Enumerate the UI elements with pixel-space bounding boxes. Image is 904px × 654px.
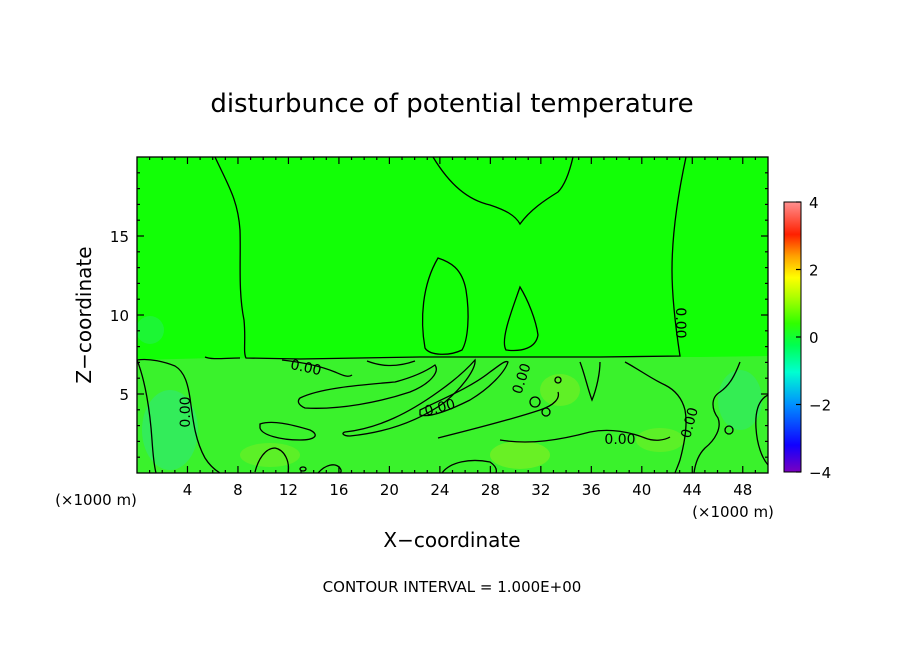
contour-line [342,358,476,437]
contour-line [529,396,541,408]
contour-line [624,361,687,473]
contour-line [503,285,539,352]
contour-interval-note: CONTOUR INTERVAL = 1.000E+00 [323,578,582,596]
x-tick-label: 12 [279,481,298,499]
x-unit-left: (×1000 m) [55,491,137,509]
x-tick-label: 28 [481,481,500,499]
field-warm-patch [240,443,300,467]
x-tick-label: 8 [233,481,243,499]
x-tick-label: 36 [582,481,601,499]
contour-line [499,429,671,443]
y-axis: 5 10 15 [110,172,768,458]
y-axis-label: Z−coordinate [72,246,96,383]
x-tick-label: 4 [183,481,193,499]
contour-line [432,157,574,226]
contour-lines [137,157,768,473]
contour-line [419,360,509,417]
y-tick-label: 5 [119,386,129,404]
x-tick-label: 48 [733,481,752,499]
contour-line [421,257,469,355]
contour-label: 0.00 [289,357,323,379]
contour-line [724,425,734,435]
x-tick-label: 32 [531,481,550,499]
contour-line [259,421,316,441]
field-warm-patch [540,374,580,406]
colorbar-tick-label: 2 [809,262,819,280]
colorbar-tick-label: −4 [809,464,831,482]
contour-line [317,464,342,473]
x-tick-label: 16 [329,481,348,499]
contour-line [441,459,497,473]
field-cool-patch [718,370,762,430]
field-cool-patch [137,316,164,344]
contour-line [204,356,241,360]
contour-line [693,361,741,473]
x-tick-label: 20 [380,481,399,499]
contour-line [254,447,290,473]
contour-label: 0.00 [672,307,688,338]
contour-label: 0.00 [604,432,635,448]
x-axis-label: X−coordinate [383,528,520,552]
contour-line [554,376,562,384]
field-warm-patch [490,441,550,469]
contour-line [137,359,157,473]
colorbar-ticks: 4 2 0 −2 −4 [796,194,831,482]
colorbar-tick-label: 0 [809,329,819,347]
contour-line [214,157,687,360]
y-tick-label: 15 [110,228,129,246]
x-tick-label: 44 [683,481,702,499]
colorbar-tick-label: −2 [809,397,831,415]
colorbar-tick-label: 4 [809,194,819,212]
contour-line [541,407,551,417]
contour-line [137,358,221,473]
y-tick-label: 10 [110,307,129,325]
colorbar: 4 2 0 −2 −4 [783,194,831,482]
contour-line [755,394,768,466]
contour-line [366,360,416,367]
heatmap-field [137,157,768,473]
field-lower-layer [137,356,768,473]
contour-label: 0.00 [423,396,457,420]
x-tick-label: 40 [632,481,651,499]
contour-line [579,361,601,402]
contour-label: 0.00 [178,396,194,427]
x-axis: 4 8 12 16 20 24 28 32 36 40 44 48 [149,157,756,499]
contour-labels: 0.00 0.00 0.00 0.00 0.00 0.00 0.00 [178,307,702,448]
x-unit-right: (×1000 m) [692,503,774,521]
contour-line [297,364,437,409]
contour-label: 0.00 [678,406,702,440]
contour-line [281,359,353,377]
chart-title: disturbunce of potential temperature [210,89,693,119]
contour-line [437,391,560,439]
x-tick-label: 24 [430,481,449,499]
field-cool-patch [142,390,198,470]
